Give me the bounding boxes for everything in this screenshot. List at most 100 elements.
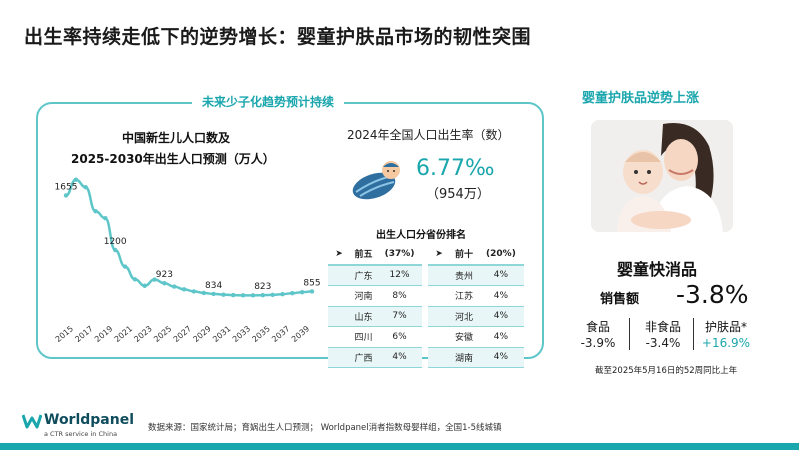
data-point-2025	[162, 281, 167, 286]
province-name: 四川	[350, 326, 378, 348]
province-share: 4%	[377, 347, 422, 368]
x-tick-2021: 2021	[113, 324, 134, 344]
province-share: 8%	[377, 285, 422, 307]
province-name: 山东	[350, 306, 378, 327]
category-value: +16.9%	[701, 336, 751, 350]
category-name: 非食品	[644, 320, 681, 334]
data-point-2020	[113, 247, 118, 253]
province-ranking-title: 出生人口分省份排名	[376, 230, 466, 241]
data-point-2023	[142, 283, 147, 288]
data-point-2017	[83, 185, 88, 190]
province-name: 河南	[350, 285, 378, 307]
data-point-2039	[299, 290, 305, 295]
data-point-2027	[181, 287, 187, 292]
data-point-2024	[152, 277, 157, 282]
table-header-label: 前五	[350, 244, 378, 266]
chart-title-line1: 中国新生儿人口数及	[122, 131, 231, 145]
province-name: 广东	[350, 264, 378, 286]
province-share: 4%	[477, 264, 524, 286]
sales-value: -3.8%	[676, 280, 749, 309]
x-tick-2023: 2023	[132, 324, 153, 344]
data-label-2015: 1655	[55, 182, 78, 192]
province-share: 12%	[377, 264, 422, 286]
province-name: 湖南	[450, 347, 478, 368]
data-label-2040: 855	[303, 278, 320, 288]
province-name: 广西	[350, 347, 378, 368]
province-name: 贵州	[450, 264, 478, 286]
data-point-2022	[132, 277, 138, 282]
data-source: 数据来源：国家统计局；育娲出生人口预测； Worldpanel消者指数母婴样组，…	[148, 423, 502, 433]
worldpanel-logo-icon	[22, 414, 42, 429]
divider	[693, 318, 694, 350]
category-value: -3.9%	[580, 336, 616, 350]
chart-title-line2: 2025-2030年出生人口预测（万人）	[71, 152, 275, 166]
province-name: 安徽	[450, 326, 478, 348]
province-name: 河北	[450, 306, 478, 327]
table-row: 广西 4%	[328, 347, 422, 368]
data-point-2018	[93, 209, 98, 214]
table-header-label: 前十	[450, 244, 478, 266]
data-point-2030	[211, 291, 216, 297]
data-point-2034	[250, 293, 256, 298]
brand-name: Worldpanel	[44, 412, 135, 428]
province-share: 4%	[477, 326, 524, 348]
category-name: 护肤品*	[704, 320, 747, 334]
table-row: 山东 7%	[328, 306, 422, 327]
x-tick-2031: 2031	[211, 324, 232, 344]
page-title: 出生率持续走低下的逆势增长：婴童护肤品市场的韧性突围	[24, 26, 532, 48]
data-point-2037	[280, 291, 285, 297]
footer-accent-bar	[0, 443, 799, 450]
category-nonfood: 非食品 -3.4%	[634, 318, 692, 350]
top5-province-table: ➤ 前五 (37%) 广东 12% 河南 8% 山东 7% 四川 6% 广西 4%	[328, 244, 422, 368]
birth-rate-title: 2024年全国人口出生率（数）	[347, 128, 510, 142]
category-value: -3.4%	[645, 336, 681, 350]
birth-count-value: （954万）	[426, 187, 490, 202]
data-label-2035: 823	[254, 282, 271, 292]
data-point-2016	[73, 177, 79, 182]
brand-tagline: a CTR service in China	[44, 430, 118, 438]
table-row: 四川 6%	[328, 326, 422, 348]
province-share: 6%	[377, 326, 422, 348]
x-tick-2027: 2027	[172, 324, 193, 344]
sales-label: 销售额	[600, 292, 640, 307]
data-point-2019	[103, 216, 108, 221]
x-tick-2033: 2033	[231, 324, 252, 344]
top10-province-table: ➤ 前十 (20%) 贵州 4% 江苏 4% 河北 4% 安徽 4% 湖南 4%	[428, 244, 524, 368]
x-tick-2015: 2015	[54, 324, 75, 344]
x-tick-2037: 2037	[270, 324, 291, 344]
forecast-panel-title: 未来少子化趋势预计持续	[192, 93, 345, 110]
data-point-2038	[290, 291, 295, 296]
data-point-2015	[63, 193, 69, 198]
province-share: 4%	[477, 306, 524, 327]
x-tick-2019: 2019	[93, 324, 114, 344]
table-row: 河南 8%	[328, 285, 422, 307]
data-point-2032	[231, 292, 236, 298]
table-header-share: (37%)	[377, 244, 422, 266]
x-tick-2029: 2029	[191, 324, 212, 344]
data-label-2025: 923	[156, 270, 173, 280]
province-share: 4%	[477, 347, 524, 368]
data-point-2035	[260, 293, 265, 298]
category-food: 食品 -3.9%	[573, 318, 623, 350]
table-header-row: ➤ 前五 (37%)	[328, 244, 422, 266]
arrow-icon: ➤	[428, 244, 450, 266]
data-point-2029	[201, 290, 206, 296]
data-point-2036	[270, 292, 275, 298]
table-row: 安徽 4%	[428, 326, 524, 348]
table-header-share: (20%)	[477, 244, 524, 266]
data-label-2030: 834	[205, 281, 222, 291]
province-share: 7%	[377, 306, 422, 327]
table-row: 贵州 4%	[428, 264, 524, 286]
province-name: 江苏	[450, 285, 478, 307]
data-point-2040	[309, 289, 315, 294]
mother-and-baby-photo	[591, 120, 733, 232]
data-label-2020: 1200	[104, 237, 127, 247]
table-row: 湖南 4%	[428, 347, 524, 368]
x-tick-2017: 2017	[73, 324, 94, 344]
province-share: 4%	[477, 285, 524, 307]
footnote: 截至2025年5月16日的52周同比上年	[595, 366, 738, 376]
data-point-2031	[221, 292, 226, 297]
baby-fmcg-title: 婴童快消品	[617, 260, 698, 279]
arrow-icon: ➤	[328, 244, 350, 266]
